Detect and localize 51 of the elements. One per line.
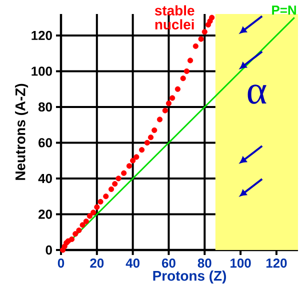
x-tick-label: 80 — [198, 258, 212, 268]
x-tick-label: 120 — [266, 258, 287, 268]
point — [192, 43, 198, 49]
y-tick-label: 60 — [38, 138, 52, 148]
point — [130, 158, 136, 164]
point — [98, 198, 104, 205]
point — [174, 86, 181, 92]
x-tick-label: 40 — [126, 258, 140, 268]
point — [152, 127, 158, 134]
point — [126, 163, 132, 169]
y-tick-label: 40 — [38, 174, 52, 184]
x-tick-label: 0 — [58, 258, 64, 268]
point — [166, 100, 172, 106]
point — [180, 76, 186, 82]
point — [83, 218, 89, 224]
point — [187, 58, 194, 64]
point — [198, 36, 204, 42]
point — [80, 222, 86, 228]
point — [162, 108, 168, 114]
band-label: α — [248, 84, 266, 104]
y-axis-title: Neutrons (A-Z) — [15, 84, 28, 180]
point — [156, 116, 163, 122]
point — [103, 194, 109, 200]
y-tick-label: 80 — [38, 102, 52, 112]
point — [108, 186, 114, 192]
point — [184, 68, 190, 74]
point — [94, 204, 100, 210]
series-label: P=N — [272, 6, 296, 15]
point — [86, 213, 93, 219]
point — [121, 170, 127, 176]
point — [148, 134, 154, 140]
point — [138, 147, 145, 153]
point — [90, 210, 96, 216]
y-tick-label: 20 — [38, 210, 52, 219]
point — [144, 140, 150, 146]
point — [72, 231, 78, 237]
x-axis-title: Protons (Z) — [153, 270, 226, 284]
point — [170, 95, 176, 101]
y-tick-label: 120 — [32, 30, 52, 40]
point — [209, 14, 215, 20]
point — [116, 176, 122, 182]
point — [112, 181, 118, 187]
x-tick-label: 20 — [90, 258, 104, 268]
point — [202, 29, 208, 35]
y-tick-label: 100 — [32, 66, 52, 76]
point — [134, 154, 140, 160]
point — [76, 228, 82, 234]
y-tick-label: 0 — [46, 245, 52, 255]
x-tick-label: 60 — [162, 258, 176, 268]
x-tick-label: 100 — [230, 258, 251, 268]
point — [68, 236, 75, 242]
